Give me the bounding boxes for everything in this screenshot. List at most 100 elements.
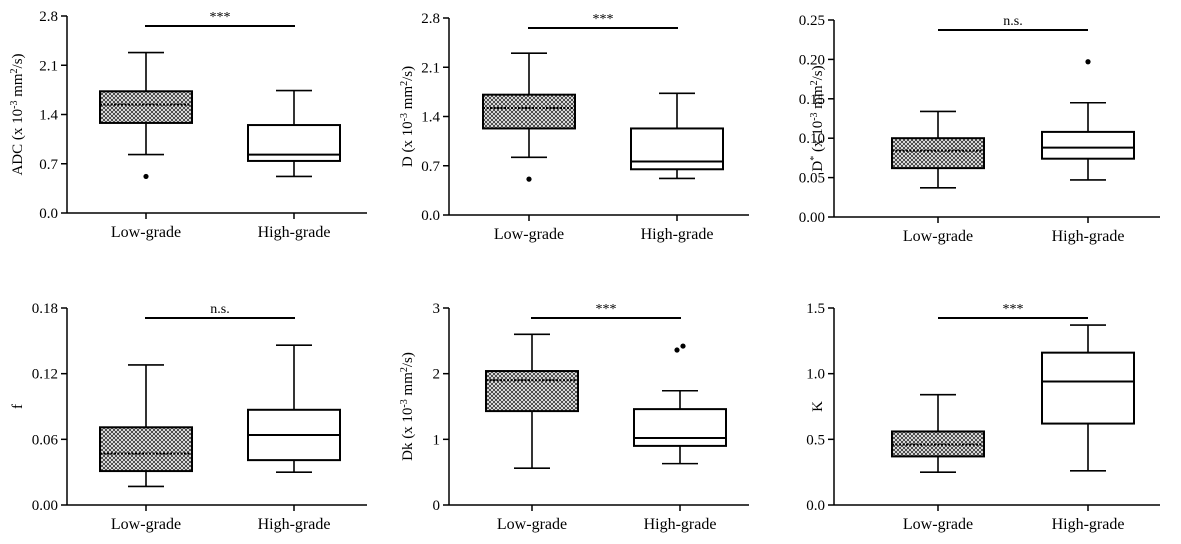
box-high-grade [247, 344, 341, 473]
y-tick-label: 2.8 [39, 9, 58, 25]
y-axis-title-part: f [10, 404, 26, 409]
y-tick-label: 2 [433, 367, 441, 383]
y-tick-label: 2.8 [421, 11, 440, 27]
y-axis-title: Dk (x 10-3 mm2/s) [399, 352, 417, 461]
y-tick-label: 0.0 [421, 208, 440, 224]
y-axis-title-superscript: 2 [399, 81, 410, 86]
y-tick-label: 0.15 [799, 92, 825, 108]
outlier-point [674, 347, 680, 353]
x-category-label: Low-grade [111, 224, 181, 241]
iqr-box [891, 137, 985, 170]
box-low-grade [99, 51, 193, 180]
y-axis-title-superscript: * [809, 156, 820, 161]
x-category-label: Low-grade [111, 516, 181, 533]
significance-label: *** [593, 12, 614, 27]
y-tick-label: 2.1 [421, 60, 440, 76]
box-low-grade [482, 52, 576, 182]
y-tick-label: 0.0 [806, 498, 825, 514]
y-tick-label: 0 [433, 498, 441, 514]
y-axis-title-superscript: -3 [399, 399, 410, 407]
y-axis-title-part: D [810, 161, 826, 172]
y-tick-label: 0.10 [799, 131, 825, 147]
box-high-grade [1041, 59, 1135, 181]
y-tick-label: 1.5 [806, 301, 825, 317]
y-tick-label: 1.0 [806, 367, 825, 383]
y-tick-label: 0.05 [799, 171, 825, 187]
y-axis-title: D (x 10-3 mm2/s) [399, 66, 417, 167]
x-category-label: High-grade [258, 516, 331, 533]
iqr-box [99, 426, 193, 473]
y-axis-title-part: Dk (x 10 [400, 408, 416, 461]
y-axis-title-superscript: -3 [9, 101, 20, 109]
y-tick-label: 0.06 [32, 432, 59, 448]
y-axis-title-part: /s) [400, 352, 416, 367]
outlier-point [1085, 59, 1091, 65]
chart-panel-6: 0.0 0.5 1.0 1.5 Low-grade High-grade K *** [806, 301, 1160, 533]
y-axis-title-superscript: 2 [399, 367, 410, 372]
y-axis-title: K [810, 401, 826, 412]
y-axis-title-part: mm [400, 372, 416, 399]
y-axis-title-part: mm [10, 73, 26, 100]
significance-label: *** [596, 302, 617, 317]
y-axis-title-part: /s) [10, 53, 26, 68]
y-axis-title: ADC (x 10-3 mm2/s) [9, 53, 27, 175]
iqr-box [482, 93, 576, 130]
iqr-box [630, 127, 724, 171]
y-tick-label: 1.4 [421, 110, 440, 126]
y-tick-label: 0.12 [32, 367, 58, 383]
y-axis-title-part: mm [400, 86, 416, 113]
outlier-point [680, 343, 686, 349]
y-axis-title-part: ADC (x 10 [10, 109, 26, 176]
y-tick-label: 0.00 [799, 210, 825, 226]
x-category-label: Low-grade [497, 516, 567, 533]
significance-label: *** [1003, 302, 1024, 317]
chart-panel-1: 0.0 0.7 1.4 2.1 2.8 Low-grade High-grade ADC (x… [9, 9, 367, 241]
y-axis-title-part: K [810, 401, 826, 412]
y-tick-label: 0.5 [806, 432, 825, 448]
y-axis-title-superscript: 2 [809, 80, 820, 85]
y-tick-label: 0.00 [32, 498, 58, 514]
y-tick-label: 0.20 [799, 52, 825, 68]
y-tick-label: 1.4 [39, 108, 58, 124]
y-axis-title: f [10, 404, 26, 409]
y-tick-label: 1 [433, 432, 441, 448]
iqr-box [99, 90, 193, 124]
chart-panel-3: 0.00 0.05 0.10 0.15 0.20 0.25 Low-grade High-gr… [799, 13, 1160, 245]
y-tick-label: 3 [433, 301, 441, 317]
x-category-label: High-grade [1052, 516, 1125, 533]
x-category-label: Low-grade [903, 516, 973, 533]
y-axis-title-superscript: -3 [809, 112, 820, 120]
y-axis-title-part: /s) [400, 66, 416, 81]
box-low-grade [99, 364, 193, 488]
box-low-grade [891, 110, 985, 189]
iqr-box [1041, 130, 1135, 160]
x-category-label: High-grade [644, 516, 717, 533]
x-category-label: High-grade [1052, 228, 1125, 245]
outlier-point [526, 176, 532, 182]
y-axis-title: D* (x 10-3 mm2/s) [809, 65, 827, 171]
significance-label: n.s. [1003, 14, 1022, 29]
y-axis-title-part: mm [810, 85, 826, 112]
x-category-label: High-grade [258, 224, 331, 241]
y-axis-title-superscript: 2 [9, 68, 20, 73]
y-axis-title-superscript: -3 [399, 113, 410, 121]
x-category-label: Low-grade [903, 228, 973, 245]
iqr-box [633, 408, 727, 447]
outlier-point [143, 173, 149, 180]
box-low-grade [891, 393, 985, 473]
y-tick-label: 0.18 [32, 301, 58, 317]
x-category-label: High-grade [641, 226, 714, 243]
iqr-box [485, 370, 579, 413]
x-category-label: Low-grade [494, 226, 564, 243]
y-axis-title-part: /s) [810, 65, 826, 80]
y-tick-label: 2.1 [39, 58, 58, 74]
y-tick-label: 0.7 [421, 159, 440, 175]
box-high-grade [630, 92, 724, 180]
box-high-grade [633, 343, 727, 465]
chart-panel-4: 0.00 0.06 0.12 0.18 Low-grade High-grade f n.s. [10, 301, 367, 533]
significance-label: n.s. [210, 302, 229, 317]
box-high-grade [1041, 324, 1135, 472]
y-tick-label: 0.25 [799, 13, 825, 29]
